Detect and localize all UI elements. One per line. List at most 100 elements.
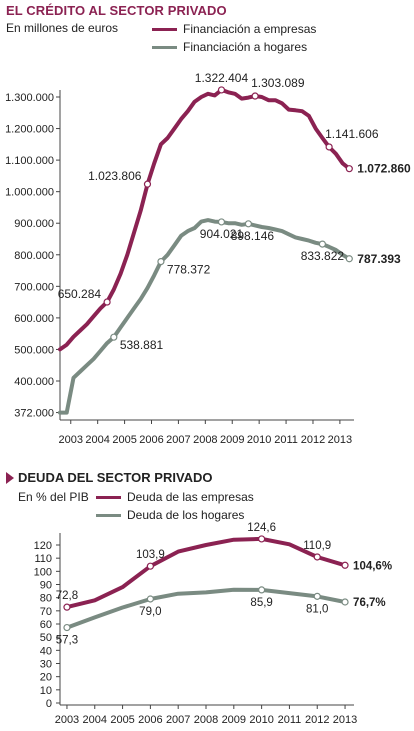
legend-label-empresas: Financiación a empresas [183,22,317,36]
chart1-x-tick-label: 2003 [59,434,83,446]
chart2-x-tick-label: 2007 [166,714,190,726]
chart1-data-label: 538.881 [120,338,164,352]
chart2-x-tick-label: 2011 [278,714,302,726]
chart2-x-tick-label: 2009 [222,714,246,726]
chart1-y-tick-label: 900.000 [14,218,54,230]
chart1-data-label: 1.072.860 [357,162,411,176]
chart1-y-tick-label: 1.300.000 [5,92,54,104]
chart1-x-tick-label: 2011 [274,434,298,446]
chart1-data-point [157,258,165,266]
chart1-data-label: 898.146 [231,229,275,243]
chart1-y-tick-label: 1.000.000 [5,187,54,199]
chart1-x-tick-label: 2012 [301,434,325,446]
chart2-y-tick-label: 70 [40,606,52,618]
chart1-data-label: 1.322.404 [195,71,249,85]
chart1-subtitle: En millones de euros [6,21,119,35]
chart1-y-tick-label: 372.000 [14,408,54,420]
legend-label-hogares: Financiación a hogares [183,40,308,54]
chart1-data-label: 1.303.089 [251,76,305,90]
chart2-series-empresas-line [65,536,347,610]
chart1-data-point [345,255,353,263]
chart2-y-tick-label: 120 [34,540,52,552]
chart1-data-point [217,86,226,94]
chart2-data-label: 110,9 [303,540,331,552]
chart2-series-hogares-line [65,587,347,630]
chart2-y-tick-label: 10 [40,685,52,697]
chart2-data-point [146,595,154,603]
legend-swatch-empresas-2 [96,496,121,499]
chart1-data-point [345,165,353,173]
chart1-x-tick-label: 2007 [166,434,190,446]
legend-swatch-empresas [152,28,177,31]
chart1-data-label: 904.021 [200,227,244,241]
chart2-data-point [63,623,71,632]
chart2-x-tick-label: 2010 [249,714,273,726]
chart2-x-tick-label: 2008 [194,714,218,726]
chart2-title: DEUDA DEL SECTOR PRIVADO [18,470,213,485]
chart1-data-label: 778.372 [167,263,211,277]
chart1-x-tick-label: 2010 [247,434,271,446]
chart2-data-label: 104,6% [353,560,392,572]
chart2-data-point [146,562,154,570]
chart2-x-tick-label: 2004 [83,714,107,726]
chart2-data-label: 76,7% [353,597,386,609]
chart1-y-tick-label: 500.000 [14,344,54,356]
chart1-x-tick-label: 2009 [220,434,244,446]
chart2-title-arrow-icon [6,472,14,484]
chart1-x-tick-label: 2004 [85,434,109,446]
chart1-y-tick-label: 400.000 [14,376,54,388]
legend-label-empresas-2: Deuda de las empresas [127,490,254,504]
chart1-data-label: 787.393 [357,252,401,266]
chart2-data-point [258,586,266,594]
chart2-data-point [313,592,321,600]
chart1-y-tick-label: 1.100.000 [5,155,54,167]
chart1-y-tick-label: 800.000 [14,250,54,262]
chart1-data-point [143,180,152,188]
chart2-x-tick-label: 2005 [110,714,134,726]
chart1-data-point [103,298,111,306]
chart1-data-point [251,92,259,100]
legend-swatch-hogares-2 [96,514,121,517]
chart2-y-tick-label: 40 [40,645,52,657]
chart2-x-tick-label: 2012 [305,714,329,726]
chart1-title: EL CRÉDITO AL SECTOR PRIVADO [6,3,227,18]
chart1-y-tick-label: 600.000 [14,313,54,325]
chart2-data-point [313,553,321,561]
chart2-y-tick-label: 90 [40,580,52,592]
chart1-y-tick-label: 1.200.000 [5,124,54,136]
chart2-y-tick-label: 110 [34,553,52,565]
chart2-data-label: 124,6 [247,522,276,534]
chart2-y-tick-label: 0 [46,698,52,710]
chart1-series-hogares-line [58,218,352,415]
chart2-y-tick-label: 100 [34,566,52,578]
chart1-data-point [244,220,252,228]
chart1-data-point [325,143,333,151]
chart1-data-label: 1.141.606 [325,127,379,141]
chart1-data-label: 650.284 [58,287,102,301]
chart1-data-label: 1.023.806 [88,169,142,183]
chart2-data-point [63,603,71,611]
chart1-data-point [217,218,226,226]
chart2-data-point [341,598,349,606]
chart2-data-point [258,535,266,543]
legend-swatch-hogares [152,46,177,49]
chart1-y-tick-label: 700.000 [14,281,54,293]
chart2-data-label: 81,0 [306,603,328,615]
chart2-data-label: 57,3 [56,635,78,647]
chart1-data-point [318,240,326,248]
chart1-x-tick-label: 2013 [328,434,352,446]
chart2-data-label: 72,8 [56,590,78,602]
chart2-y-tick-label: 30 [40,659,52,671]
chart2-x-tick-label: 2006 [138,714,162,726]
chart1-x-tick-label: 2005 [112,434,136,446]
legend-label-hogares-2: Deuda de los hogares [127,508,245,522]
chart1-data-label: 833.822 [301,249,345,263]
chart2-data-label: 103,9 [136,549,165,561]
chart2-data-point [341,561,349,569]
chart1-x-tick-label: 2008 [193,434,217,446]
chart2-subtitle: En % del PIB [18,490,89,504]
chart2-y-tick-label: 60 [40,619,52,631]
chart1-x-tick-label: 2006 [139,434,163,446]
chart2-y-tick-label: 50 [40,632,52,644]
